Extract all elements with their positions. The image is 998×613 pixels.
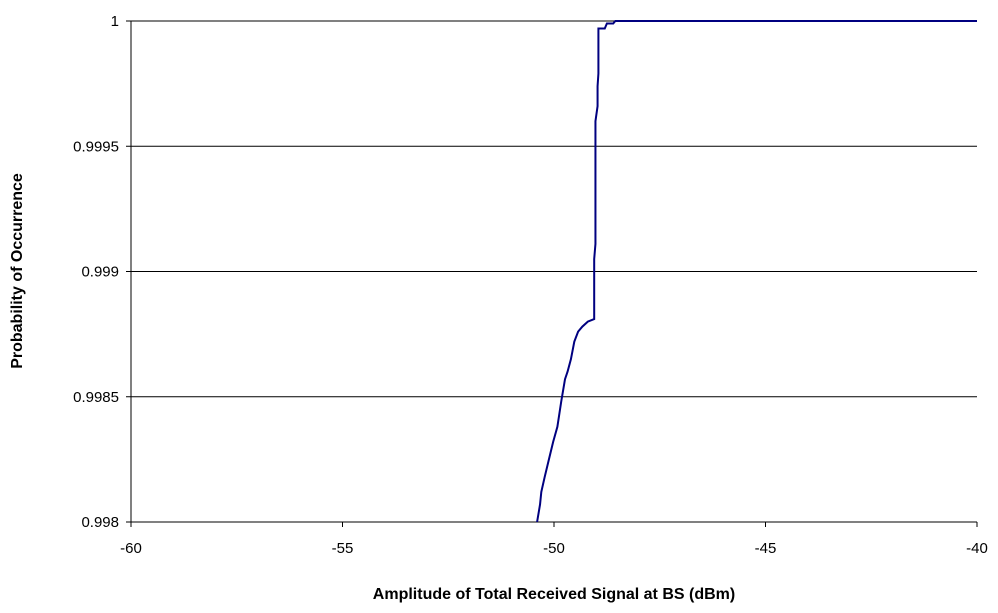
y-tick-label: 0.998: [81, 514, 119, 531]
y-tick-label: 1: [111, 13, 119, 30]
x-tick-label: -60: [120, 540, 142, 557]
x-tick-label: -40: [966, 540, 988, 557]
x-tick-label: -55: [332, 540, 354, 557]
x-tick-label: -45: [755, 540, 777, 557]
x-tick-labels: -60 -55 -50 -45 -40: [120, 522, 988, 557]
series-line-0: [536, 20, 977, 523]
x-axis-title: Amplitude of Total Received Signal at BS…: [373, 586, 735, 603]
gridlines: [131, 20, 977, 523]
y-axis-title: Probability of Occurrence: [9, 173, 26, 369]
y-tick-label: 0.9985: [73, 389, 119, 406]
y-tick-labels: 0.998 0.9985 0.999 0.9995 1: [73, 13, 131, 531]
y-tick-label: 0.9995: [73, 138, 119, 155]
series-group: [536, 20, 977, 523]
y-tick-label: 0.999: [81, 264, 119, 281]
x-tick-label: -50: [543, 540, 565, 557]
